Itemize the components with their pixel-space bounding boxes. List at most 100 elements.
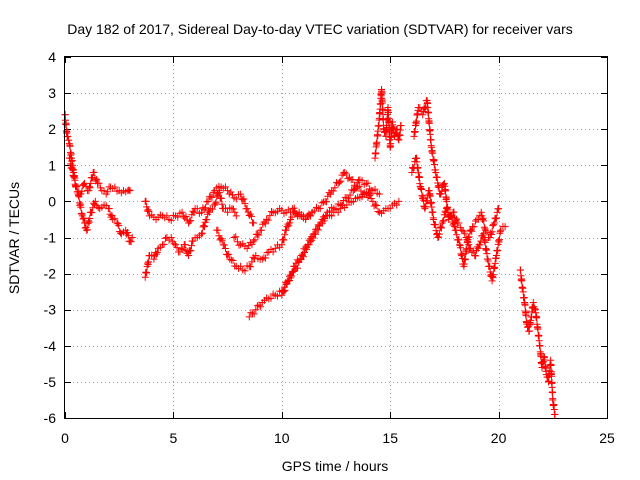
data-point <box>551 410 559 418</box>
data-point <box>237 262 245 270</box>
data-point <box>468 248 476 256</box>
data-point <box>297 252 305 260</box>
data-point <box>267 294 275 302</box>
data-point <box>264 216 272 224</box>
data-point <box>172 241 180 249</box>
data-point <box>440 181 448 189</box>
data-point <box>373 202 381 210</box>
y-tick-label: 1 <box>48 157 56 173</box>
data-point <box>198 229 206 237</box>
data-point <box>489 271 497 279</box>
data-point <box>278 291 286 299</box>
data-point <box>232 212 240 220</box>
data-point <box>378 99 386 107</box>
data-point <box>295 257 303 265</box>
data-point <box>305 241 313 249</box>
data-point <box>193 205 201 213</box>
data-point <box>212 198 220 206</box>
data-point <box>426 192 434 200</box>
data-point <box>250 237 258 245</box>
data-point <box>471 217 479 225</box>
data-point <box>86 214 94 222</box>
data-point <box>394 135 402 143</box>
data-point <box>477 208 485 216</box>
data-point <box>145 258 153 266</box>
data-point <box>486 234 494 241</box>
data-point <box>237 190 245 198</box>
data-point <box>115 222 123 230</box>
y-tick-label: -6 <box>44 410 57 426</box>
data-point <box>160 240 168 248</box>
data-point <box>288 213 296 221</box>
data-point <box>452 226 460 234</box>
data-point <box>217 194 225 202</box>
data-point <box>167 234 175 241</box>
data-point <box>123 230 131 238</box>
data-point <box>487 229 495 237</box>
data-point <box>480 223 488 231</box>
data-point <box>534 325 542 333</box>
data-point <box>200 205 208 213</box>
data-point <box>337 177 345 185</box>
x-tick-label: 10 <box>274 430 290 446</box>
data-point <box>81 179 89 187</box>
data-point <box>463 245 471 253</box>
data-point <box>282 226 290 234</box>
data-point <box>187 247 195 255</box>
data-point <box>395 197 403 205</box>
data-point <box>258 255 266 263</box>
data-point <box>334 208 342 216</box>
data-point <box>438 224 446 232</box>
x-tick-label: 5 <box>170 430 178 446</box>
y-tick-label: 2 <box>48 121 56 137</box>
x-tick-label: 20 <box>491 430 507 446</box>
data-point <box>198 230 206 238</box>
data-point <box>493 208 501 216</box>
data-point <box>226 255 234 263</box>
data-point <box>247 213 255 221</box>
data-point <box>288 272 296 280</box>
data-point <box>235 241 243 249</box>
data-point <box>187 217 195 225</box>
data-point <box>358 176 366 184</box>
data-point <box>225 190 233 198</box>
data-point <box>461 229 469 237</box>
data-point <box>374 208 382 216</box>
data-point <box>177 244 185 252</box>
data-point <box>257 303 265 311</box>
data-point <box>371 185 379 193</box>
data-point <box>519 288 527 296</box>
data-point <box>282 280 290 288</box>
data-point <box>451 222 459 230</box>
data-point <box>342 170 350 178</box>
data-point <box>269 248 277 256</box>
data-point <box>67 164 75 172</box>
data-point <box>307 212 315 220</box>
data-point <box>495 236 503 244</box>
data-point <box>367 195 375 203</box>
data-point <box>214 226 222 234</box>
plot-frame <box>64 56 608 419</box>
data-point <box>263 215 271 223</box>
data-point <box>286 219 294 227</box>
data-point <box>181 241 189 249</box>
data-point <box>251 236 259 244</box>
data-point <box>448 218 456 226</box>
data-point <box>220 241 228 249</box>
data-point <box>343 201 351 209</box>
data-point <box>434 234 442 241</box>
data-point <box>93 175 101 183</box>
data-point <box>450 208 458 216</box>
y-tick-label: -1 <box>44 230 57 246</box>
data-point <box>296 256 304 264</box>
chart-title: Day 182 of 2017, Sidereal Day-to-day VTE… <box>67 21 573 37</box>
data-point <box>533 314 541 322</box>
data-point <box>310 207 318 215</box>
data-point <box>449 221 457 229</box>
data-point <box>66 142 74 150</box>
data-point <box>105 204 113 212</box>
data-point <box>284 220 292 228</box>
data-point <box>415 174 423 182</box>
data-point <box>85 218 93 226</box>
data-point <box>549 389 557 397</box>
